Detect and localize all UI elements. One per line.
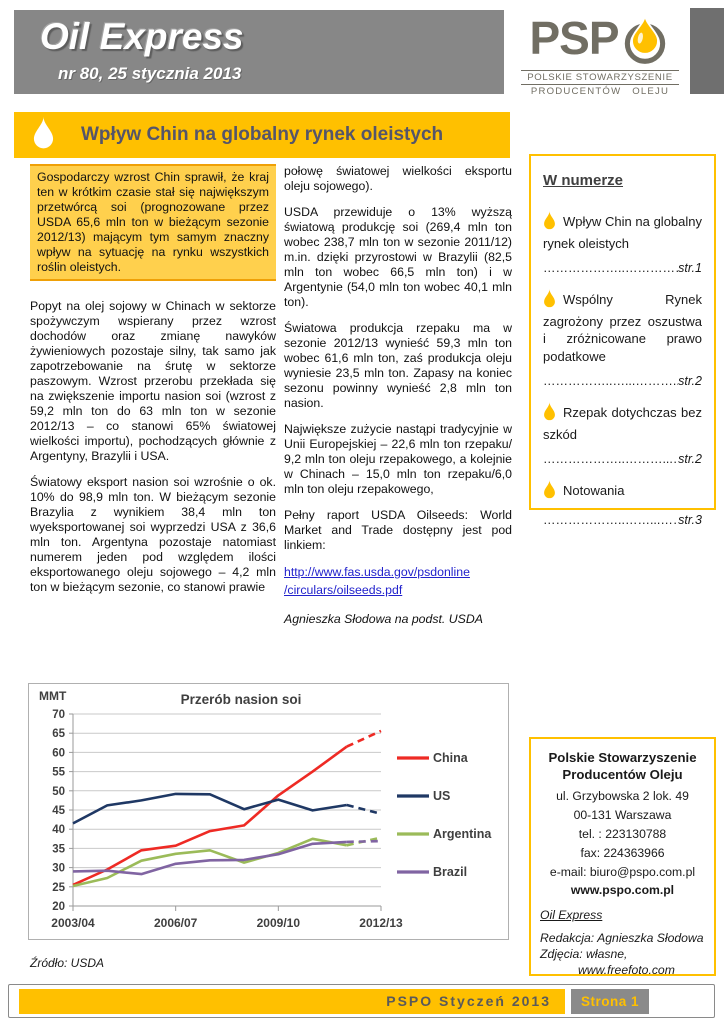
- toc-leader-3: ………………..………...………….............str.2: [543, 452, 702, 467]
- article-byline: Agnieszka Słodowa na podst. USDA: [284, 611, 483, 626]
- series-line-china: [72, 745, 348, 887]
- oil-drop-icon: [32, 116, 55, 155]
- credit-editor: Redakcja: Agnieszka Słodowa: [540, 930, 704, 945]
- toc-item-2: Wspólny Rynek zagrożony przez oszustwa i…: [543, 289, 702, 365]
- masthead: Oil Express nr 80, 25 stycznia 2013: [14, 10, 504, 94]
- oil-drop-icon: [543, 289, 556, 311]
- credit-photos-source: www.freefoto.com: [578, 962, 675, 977]
- org-phone: tel. : 223130788: [578, 827, 667, 842]
- soybean-crush-chart: 20 25 30 35 40 45 50 55 60 65 70 2003/04 2006/07 2009…: [39, 689, 492, 930]
- paragraph: Popyt na olej sojowy w Chinach w sektorz…: [30, 299, 276, 463]
- legend-label: China: [433, 751, 469, 765]
- chart-title: Przerób nasion soi: [181, 692, 302, 707]
- toc-box: W numerze Wpływ Chin na globalny rynek o…: [529, 154, 716, 527]
- org-address-city: 00-131 Warszawa: [573, 808, 672, 823]
- paragraph: Światowy eksport nasion soi wzrośnie o o…: [30, 475, 276, 594]
- oil-drop-icon: [543, 211, 556, 233]
- logo-subtitle-2: PRODUCENTÓW OLEJU: [530, 86, 670, 97]
- x-tick-label: 2009/10: [257, 916, 301, 930]
- org-email: e-mail: biuro@pspo.com.pl: [549, 864, 696, 879]
- newsletter-name: Oil Express: [540, 907, 603, 922]
- page-footer: PSPO Styczeń 2013 Strona 1: [8, 984, 715, 1018]
- toc-leader-1: ………………..……………...........................…: [543, 261, 702, 276]
- footer-page-number: Strona 1: [571, 989, 649, 1014]
- x-tick-label: 2003/04: [51, 916, 95, 930]
- credit-photos: Zdjęcia: własne,: [540, 946, 628, 961]
- toc-page-ref: str.1: [678, 261, 702, 276]
- toc-item-1: Wpływ Chin na globalny rynek oleistych: [543, 211, 702, 252]
- toc-title: W numerze: [543, 172, 624, 189]
- org-website: www.pspo.com.pl: [570, 882, 675, 897]
- y-tick-label: 20: [52, 901, 65, 913]
- oil-drop-icon: [543, 480, 556, 502]
- toc-item-4: Notowania: [543, 480, 702, 504]
- paragraph: Światowa produkcja rzepaku ma w sezonie …: [284, 321, 512, 410]
- usda-report-link-line1[interactable]: http://www.fas.usda.gov/psdonline: [284, 565, 470, 579]
- legend-label: US: [433, 789, 450, 803]
- oil-drop-icon: [543, 402, 556, 424]
- series-forecast-us: [346, 803, 382, 816]
- oil-drop-ring-icon: [619, 12, 671, 71]
- chart-source-note: Źródło: USDA: [30, 956, 105, 970]
- y-tick-label: 35: [52, 843, 65, 855]
- article-headline-banner: Wpływ Chin na globalny rynek oleistych: [14, 112, 510, 158]
- footer-issue-label: PSPO Styczeń 2013: [19, 989, 565, 1014]
- toc-page-ref: str.3: [678, 512, 702, 527]
- y-tick-label: 30: [52, 863, 65, 875]
- paragraph: połowę światowej wielkości eksportu olej…: [284, 164, 512, 193]
- y-tick-label: 60: [52, 747, 65, 759]
- article-lead: Gospodarczy wzrost Chin sprawił, że kraj…: [30, 164, 276, 281]
- org-name-line2: Producentów Oleju: [562, 767, 683, 783]
- soybean-crush-chart-box: 20 25 30 35 40 45 50 55 60 65 70 2003/04 2006/07 2009…: [28, 683, 509, 940]
- paragraph: USDA przewiduje o 13% wyższą światową pr…: [284, 205, 512, 309]
- article-column-2: połowę światowej wielkości eksportu olej…: [284, 164, 512, 627]
- org-name-line1: Polskie Stowarzyszenie: [548, 750, 697, 765]
- y-tick-label: 65: [52, 728, 65, 740]
- paragraph: Pełny raport USDA Oilseeds: World Market…: [284, 508, 512, 552]
- toc-leader-2: ……………..…...………..........................…: [543, 374, 702, 389]
- contact-box: Polskie Stowarzyszenie Producentów Oleju…: [529, 737, 716, 977]
- x-tick-label: 2012/13: [359, 916, 403, 930]
- toc-page-ref: str.2: [678, 374, 702, 389]
- legend-label: Brazil: [433, 865, 467, 879]
- article-column-1: Popyt na olej sojowy w Chinach w sektorz…: [30, 299, 276, 606]
- y-tick-label: 25: [52, 882, 65, 894]
- x-tick-label: 2006/07: [154, 916, 198, 930]
- y-axis-unit-label: MMT: [39, 689, 67, 703]
- y-tick-label: 70: [52, 709, 65, 721]
- legend-label: Argentina: [433, 827, 492, 841]
- logo-subtitle-1: POLSKIE STOWARZYSZENIE: [521, 70, 679, 85]
- series-forecast-brazil: [346, 839, 382, 844]
- y-tick-label: 40: [52, 824, 65, 836]
- newsletter-title: Oil Express: [40, 16, 244, 57]
- toc-leader-4: ………………..……...…………….............str.3: [543, 512, 702, 527]
- toc-page-ref: str.2: [678, 452, 702, 467]
- corner-bar: [690, 8, 724, 94]
- y-tick-label: 45: [52, 805, 65, 817]
- toc-item-3: Rzepak dotychczas bez szkód: [543, 402, 702, 443]
- pspo-logo: PSP POLSKIE STOWARZYSZENIE PRODUCENTÓW O…: [512, 12, 688, 97]
- article-title: Wpływ Chin na globalny rynek oleistych: [81, 124, 444, 145]
- y-tick-label: 55: [52, 767, 65, 779]
- usda-report-link-line2[interactable]: /circulars/oilseeds.pdf: [284, 582, 403, 597]
- series-line-us: [72, 792, 348, 825]
- paragraph: Największe zużycie nastąpi tradycyjnie w…: [284, 422, 512, 496]
- y-tick-label: 50: [52, 786, 65, 798]
- pspo-logo-letters: PSP: [529, 12, 619, 64]
- issue-date: nr 80, 25 stycznia 2013: [58, 64, 242, 83]
- series-line-brazil: [72, 840, 347, 876]
- org-fax: fax: 224363966: [580, 846, 665, 861]
- series-forecast-china: [346, 729, 382, 748]
- org-address-street: ul. Grzybowska 2 lok. 49: [556, 789, 689, 804]
